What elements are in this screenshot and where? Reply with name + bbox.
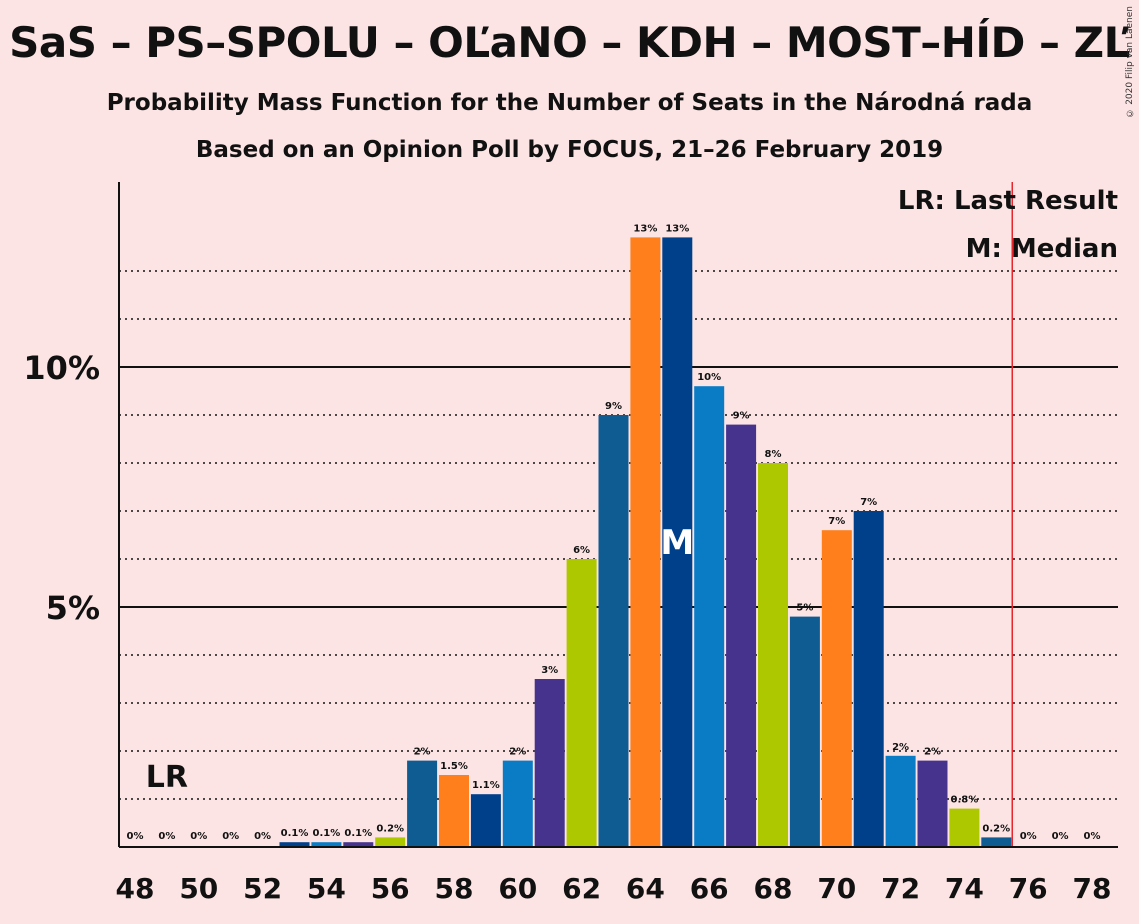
data-label: 0% <box>127 831 144 842</box>
median-marker: M <box>660 523 694 563</box>
x-tick-label: 78 <box>1073 872 1112 905</box>
bar-seat-60 <box>502 760 533 847</box>
data-label: 1.1% <box>472 780 500 791</box>
bar-seat-64 <box>630 237 661 847</box>
x-tick-label: 52 <box>243 872 282 905</box>
data-label: 0.8% <box>951 795 979 806</box>
x-tick-label: 70 <box>817 872 856 905</box>
legend-last-result: LR: Last Result <box>898 186 1118 216</box>
y-tick-label: 10% <box>23 349 100 387</box>
data-label: 13% <box>633 223 657 234</box>
bar-seat-72 <box>885 755 916 847</box>
data-label: 2% <box>509 747 526 758</box>
data-label: 0.1% <box>281 828 309 839</box>
data-label: 0% <box>1052 831 1069 842</box>
x-tick-label: 68 <box>754 872 793 905</box>
data-label: 10% <box>697 372 721 383</box>
bar-seat-59 <box>470 794 501 847</box>
x-tick-label: 62 <box>562 872 601 905</box>
axes: 5% 10% 48 50 52 54 56 58 60 62 64 66 68 70 72 74 76 78 <box>23 182 1118 905</box>
x-tick-label: 50 <box>179 872 218 905</box>
data-label: 13% <box>665 223 689 234</box>
x-tick-label: 48 <box>116 872 155 905</box>
bar-seat-62 <box>566 559 597 847</box>
data-label: 2% <box>892 742 909 753</box>
data-label: 0.1% <box>344 828 372 839</box>
data-label: 0% <box>190 831 207 842</box>
bar-seat-75 <box>981 837 1012 847</box>
x-tick-label: 72 <box>881 872 920 905</box>
data-label: 0.2% <box>376 823 404 834</box>
data-label: 0% <box>1020 831 1037 842</box>
bar-seat-66 <box>694 386 725 847</box>
bar-seat-67 <box>726 424 757 847</box>
x-tick-label: 64 <box>626 872 665 905</box>
bar-seat-61 <box>534 679 565 847</box>
x-tick-label: 54 <box>307 872 346 905</box>
data-labels: 0% 0% 0% 0% 0% 0.1% 0.1% 0.1% 0.2%2%1.5%1.1%2%3%… <box>127 223 1101 842</box>
legend-median: M: Median <box>966 234 1118 264</box>
last-result-marker: LR <box>146 760 188 795</box>
chart-title: SaS – PS–SPOLU – OĽaNO – KDH – MOST–HÍD … <box>9 18 1130 67</box>
bar-seat-69 <box>789 616 820 847</box>
data-label: 0% <box>1084 831 1101 842</box>
data-label: 0% <box>222 831 239 842</box>
bar-seat-55 <box>343 842 374 847</box>
bar-seat-63 <box>598 415 629 847</box>
data-label: 5% <box>796 603 813 614</box>
data-label: 0% <box>254 831 271 842</box>
x-tick-label: 58 <box>435 872 474 905</box>
data-label: 2% <box>414 747 431 758</box>
data-label: 0.1% <box>313 828 341 839</box>
x-tick-label: 66 <box>690 872 729 905</box>
bar-seat-71 <box>853 511 884 847</box>
data-label: 7% <box>860 497 877 508</box>
bar-seat-65 <box>662 237 693 847</box>
x-tick-label: 76 <box>1009 872 1048 905</box>
data-label: 0% <box>158 831 175 842</box>
data-label: 2% <box>924 747 941 758</box>
data-label: 0.2% <box>982 823 1010 834</box>
data-label: 1.5% <box>440 761 468 772</box>
data-label: 9% <box>605 401 622 412</box>
data-label: 7% <box>828 516 845 527</box>
chart-subtitle: Probability Mass Function for the Number… <box>106 90 1033 116</box>
bar-seat-53 <box>279 842 310 847</box>
bar-seat-74 <box>949 808 980 847</box>
data-label: 6% <box>573 545 590 556</box>
chart-source: Based on an Opinion Poll by FOCUS, 21–26… <box>195 137 944 163</box>
bar-seat-58 <box>439 775 469 847</box>
bar-seat-54 <box>311 842 342 847</box>
bar-seat-57 <box>407 760 438 847</box>
bar-seat-68 <box>758 463 788 847</box>
x-tick-label: 56 <box>371 872 410 905</box>
data-label: 8% <box>765 449 782 460</box>
x-tick-label: 74 <box>945 872 984 905</box>
data-label: 9% <box>733 411 750 422</box>
x-tick-label: 60 <box>498 872 537 905</box>
data-label: 3% <box>541 665 558 676</box>
y-tick-label: 5% <box>46 589 100 627</box>
bar-seat-56 <box>375 837 406 847</box>
bars <box>279 237 1012 847</box>
bar-seat-73 <box>917 760 948 847</box>
bar-seat-70 <box>821 530 852 847</box>
